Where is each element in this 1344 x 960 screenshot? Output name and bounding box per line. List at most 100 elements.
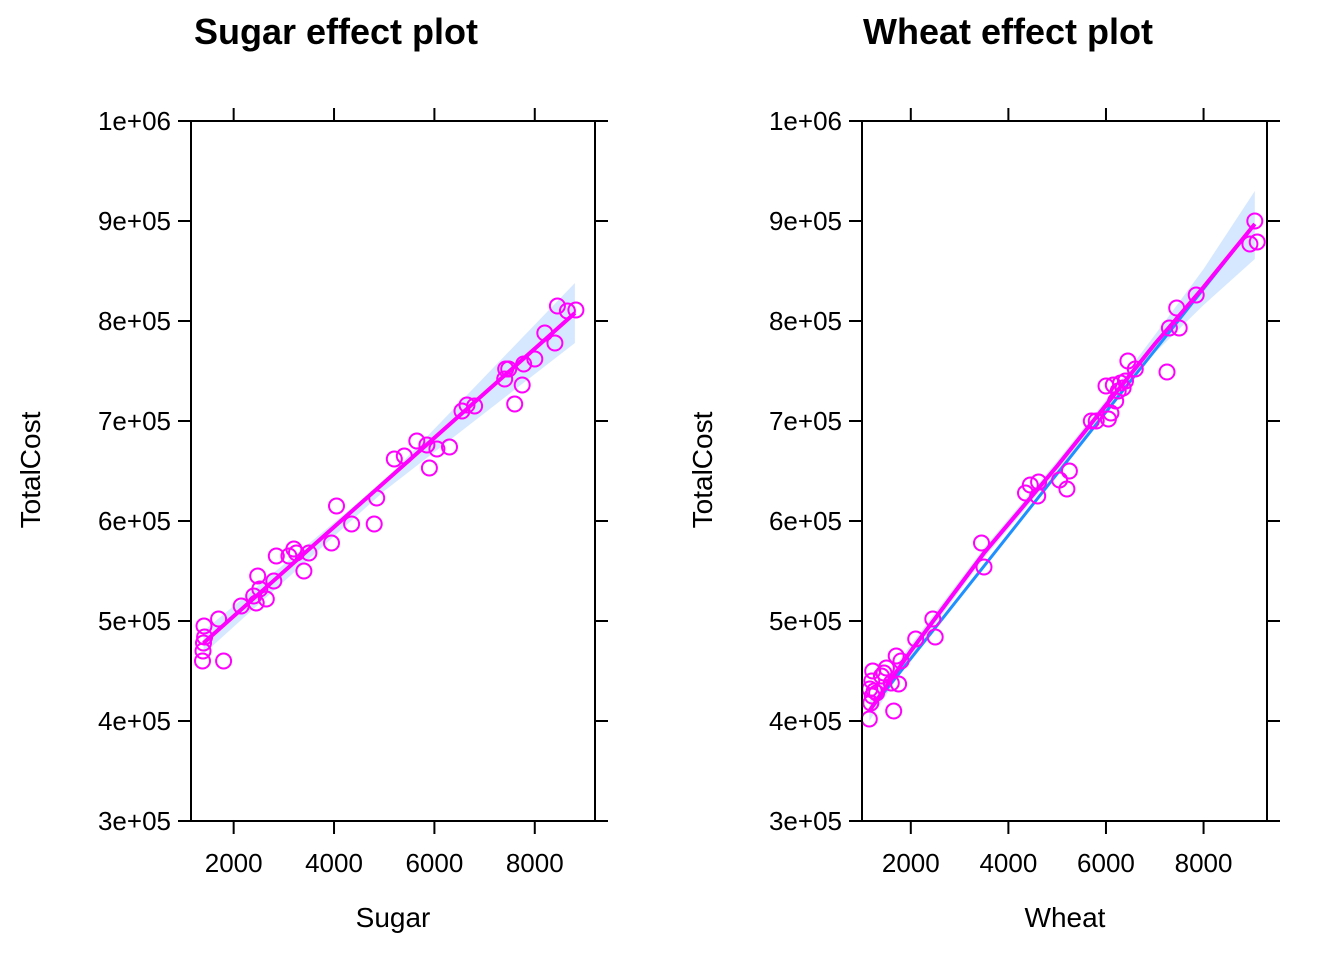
sugar-data-point xyxy=(408,432,426,450)
sugar-data-point xyxy=(418,436,436,454)
sugar-effect-panel: Sugar effect plot Sugar TotalCost 3e+05 4… xyxy=(15,11,608,933)
wheat-data-point xyxy=(973,534,990,552)
sugar-data-point xyxy=(513,376,531,394)
sugar-data-point xyxy=(526,350,544,368)
wheat-data-point xyxy=(1248,233,1266,251)
wheat-data-point xyxy=(1168,299,1186,317)
wheat-data-point xyxy=(1160,319,1178,337)
sugar-x-axis-label: Sugar xyxy=(356,902,431,933)
wheat-y-tick-label: 1e+06 xyxy=(769,106,842,136)
sugar-data-point xyxy=(328,497,345,515)
sugar-data-point xyxy=(458,396,476,414)
sugar-data-point xyxy=(195,617,213,635)
wheat-y-tick-label: 4e+05 xyxy=(769,706,842,736)
wheat-data-point xyxy=(1158,363,1176,381)
sugar-y-tick-label: 1e+06 xyxy=(98,106,171,136)
sugar-x-tick-label: 8000 xyxy=(506,848,564,878)
sugar-data-point xyxy=(210,610,228,628)
sugar-data-point xyxy=(466,397,484,415)
wheat-data-point xyxy=(1107,392,1125,410)
sugar-plot-area: 3e+05 4e+05 5e+05 6e+05 7e+05 8e+05 9e+05 1e+06… xyxy=(98,106,608,878)
wheat-data-point xyxy=(1058,480,1076,498)
wheat-panel-title: Wheat effect plot xyxy=(863,11,1153,52)
wheat-y-tick-label: 3e+05 xyxy=(769,806,842,836)
wheat-data-point xyxy=(892,652,910,670)
sugar-y-tick-label: 5e+05 xyxy=(98,606,171,636)
sugar-data-point xyxy=(295,562,313,580)
wheat-data-point xyxy=(890,675,908,693)
sugar-x-tick-label: 6000 xyxy=(405,848,463,878)
sugar-data-point xyxy=(368,489,386,507)
sugar-data-point xyxy=(365,515,383,533)
sugar-data-point xyxy=(287,544,305,562)
wheat-x-tick-label: 2000 xyxy=(882,848,940,878)
wheat-data-point xyxy=(924,610,942,628)
sugar-data-point xyxy=(395,447,413,465)
wheat-x-tick-label: 6000 xyxy=(1077,848,1135,878)
sugar-panel-title: Sugar effect plot xyxy=(194,11,478,52)
wheat-data-point xyxy=(1060,462,1078,480)
sugar-data-point xyxy=(195,634,212,652)
sugar-y-tick-label: 4e+05 xyxy=(98,706,171,736)
sugar-data-point xyxy=(567,301,585,319)
sugar-plot-frame xyxy=(190,120,596,822)
sugar-y-tick-label: 9e+05 xyxy=(98,206,171,236)
sugar-y-tick-label: 6e+05 xyxy=(98,506,171,536)
wheat-y-tick-label: 8e+05 xyxy=(769,306,842,336)
wheat-data-point xyxy=(975,558,993,576)
sugar-data-point xyxy=(546,334,564,352)
wheat-x-tick-label: 8000 xyxy=(1175,848,1233,878)
sugar-data-point xyxy=(194,652,211,670)
wheat-y-tick-label: 6e+05 xyxy=(769,506,842,536)
sugar-data-point xyxy=(385,450,403,468)
wheat-data-point xyxy=(1187,286,1205,304)
wheat-data-point xyxy=(926,628,944,646)
sugar-data-point xyxy=(300,544,318,562)
sugar-data-point xyxy=(496,370,514,388)
wheat-y-axis-label: TotalCost xyxy=(687,411,718,528)
wheat-data-point xyxy=(1246,212,1264,230)
sugar-data-point xyxy=(323,534,340,552)
sugar-data-point xyxy=(428,440,446,458)
wheat-y-tick-label: 9e+05 xyxy=(769,206,842,236)
sugar-data-point xyxy=(558,302,576,320)
sugar-x-tick-label: 2000 xyxy=(205,848,263,878)
sugar-y-tick-label: 7e+05 xyxy=(98,406,171,436)
wheat-data-point xyxy=(877,659,895,677)
sugar-data-point xyxy=(196,628,214,646)
wheat-data-point xyxy=(1114,379,1132,397)
wheat-y-tick-label: 5e+05 xyxy=(769,606,842,636)
wheat-x-axis-label: Wheat xyxy=(1025,902,1106,933)
sugar-x-tick-label: 4000 xyxy=(305,848,363,878)
wheat-data-point xyxy=(862,694,880,712)
wheat-data-point xyxy=(887,647,905,665)
sugar-data-point xyxy=(441,438,458,456)
sugar-data-point xyxy=(343,515,361,533)
wheat-plot-area: 3e+05 4e+05 5e+05 6e+05 7e+05 8e+05 9e+05 1e+06… xyxy=(769,106,1280,878)
sugar-y-tick-label: 8e+05 xyxy=(98,306,171,336)
wheat-data-point xyxy=(882,674,900,692)
sugar-fit-line xyxy=(202,311,577,645)
sugar-data-point xyxy=(536,324,554,342)
wheat-data-point xyxy=(1117,372,1134,390)
sugar-data-point xyxy=(515,355,533,373)
wheat-data-point xyxy=(1087,412,1105,430)
wheat-plot-frame xyxy=(861,120,1268,822)
sugar-data-point xyxy=(265,572,283,590)
wheat-data-point xyxy=(1082,412,1100,430)
wheat-data-point xyxy=(1241,235,1259,253)
wheat-y-tick-label: 7e+05 xyxy=(769,406,842,436)
sugar-data-point xyxy=(548,297,566,315)
sugar-data-point xyxy=(215,652,233,670)
wheat-data-point xyxy=(907,630,925,648)
sugar-data-point xyxy=(500,360,518,378)
sugar-data-point xyxy=(267,547,285,565)
sugar-data-point xyxy=(506,395,524,413)
wheat-x-tick-label: 4000 xyxy=(979,848,1037,878)
sugar-data-point xyxy=(249,567,267,585)
wheat-data-point xyxy=(1126,360,1144,378)
wheat-data-point xyxy=(865,682,883,700)
wheat-data-point xyxy=(1030,473,1048,491)
wheat-data-point xyxy=(1170,319,1188,337)
